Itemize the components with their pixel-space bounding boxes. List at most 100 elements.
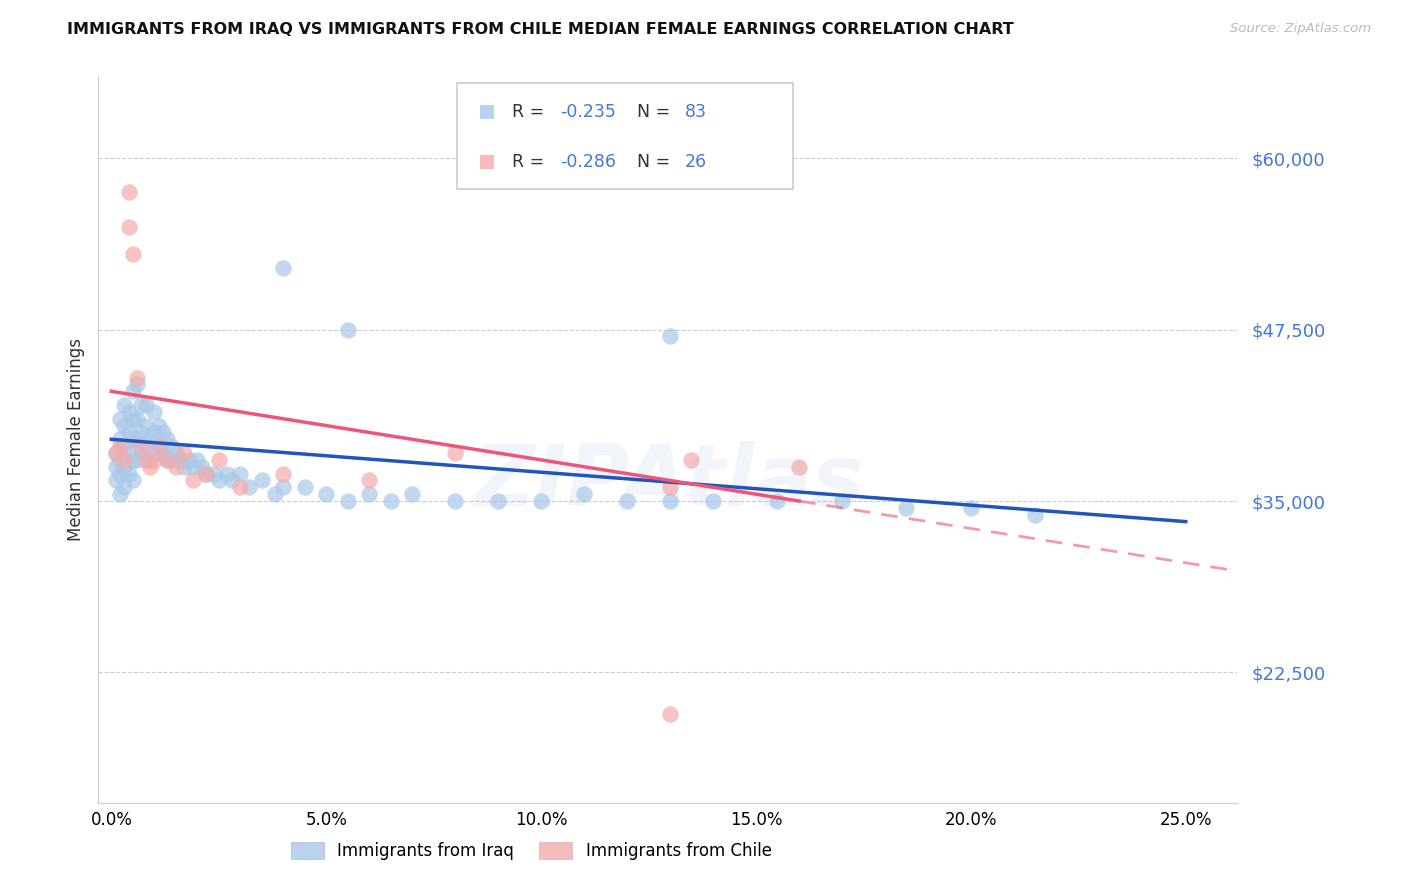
Point bbox=[152, 425, 174, 440]
Point bbox=[160, 453, 183, 467]
Point bbox=[659, 494, 682, 508]
Point bbox=[160, 439, 183, 453]
Point bbox=[131, 439, 153, 453]
Point bbox=[143, 405, 166, 419]
FancyBboxPatch shape bbox=[457, 83, 793, 188]
Point bbox=[831, 494, 853, 508]
Point bbox=[271, 467, 294, 481]
Point bbox=[121, 453, 143, 467]
Point bbox=[135, 453, 157, 467]
Point bbox=[380, 494, 402, 508]
Point bbox=[315, 487, 337, 501]
Point bbox=[131, 398, 153, 412]
Point bbox=[229, 467, 252, 481]
Point bbox=[112, 398, 135, 412]
Text: 26: 26 bbox=[685, 153, 707, 171]
Point bbox=[190, 459, 212, 474]
Point bbox=[530, 494, 553, 508]
Point bbox=[173, 459, 195, 474]
Point bbox=[127, 377, 149, 392]
Point bbox=[169, 453, 191, 467]
Point bbox=[143, 453, 166, 467]
Point bbox=[208, 453, 231, 467]
Point bbox=[165, 459, 187, 474]
Point bbox=[616, 494, 638, 508]
Point bbox=[117, 219, 139, 234]
Point bbox=[177, 453, 200, 467]
Point bbox=[143, 446, 166, 460]
Text: Source: ZipAtlas.com: Source: ZipAtlas.com bbox=[1230, 22, 1371, 36]
Point bbox=[139, 433, 162, 447]
Point bbox=[127, 411, 149, 425]
Text: R =: R = bbox=[512, 153, 550, 171]
Point bbox=[787, 459, 810, 474]
Point bbox=[117, 446, 139, 460]
Point bbox=[181, 459, 204, 474]
Point bbox=[121, 433, 143, 447]
Point bbox=[135, 398, 157, 412]
Point bbox=[104, 474, 127, 488]
Point bbox=[104, 446, 127, 460]
Point bbox=[1024, 508, 1046, 522]
Text: N =: N = bbox=[637, 103, 676, 120]
Text: -0.286: -0.286 bbox=[560, 153, 616, 171]
Point bbox=[131, 425, 153, 440]
Point bbox=[194, 467, 217, 481]
Point bbox=[204, 467, 226, 481]
Point bbox=[444, 446, 467, 460]
Point bbox=[444, 494, 467, 508]
Point bbox=[117, 405, 139, 419]
Point bbox=[401, 487, 423, 501]
Point bbox=[108, 453, 131, 467]
Point bbox=[156, 453, 179, 467]
Point bbox=[112, 453, 135, 467]
Text: -0.235: -0.235 bbox=[560, 103, 616, 120]
Point bbox=[181, 474, 204, 488]
Text: 83: 83 bbox=[685, 103, 707, 120]
Point bbox=[121, 474, 143, 488]
Point bbox=[121, 247, 143, 261]
Point bbox=[194, 467, 217, 481]
Legend: Immigrants from Iraq, Immigrants from Chile: Immigrants from Iraq, Immigrants from Ch… bbox=[291, 842, 772, 860]
Point bbox=[336, 494, 359, 508]
Point bbox=[152, 446, 174, 460]
Point bbox=[702, 494, 724, 508]
Point bbox=[108, 487, 131, 501]
Point bbox=[659, 480, 682, 494]
Point bbox=[127, 370, 149, 384]
Point bbox=[263, 487, 285, 501]
Text: N =: N = bbox=[637, 153, 676, 171]
Point bbox=[294, 480, 316, 494]
Point bbox=[139, 459, 162, 474]
Point bbox=[766, 494, 789, 508]
Point bbox=[139, 453, 162, 467]
Text: ZIPAtlas: ZIPAtlas bbox=[472, 442, 863, 524]
Point bbox=[127, 453, 149, 467]
Point bbox=[572, 487, 595, 501]
Point bbox=[148, 439, 170, 453]
Point bbox=[127, 433, 149, 447]
Point bbox=[112, 480, 135, 494]
Point bbox=[271, 480, 294, 494]
Point bbox=[486, 494, 509, 508]
Point bbox=[659, 329, 682, 343]
Point bbox=[135, 418, 157, 433]
Point bbox=[112, 459, 135, 474]
Point bbox=[108, 433, 131, 447]
Point bbox=[156, 433, 179, 447]
Point bbox=[117, 467, 139, 481]
Point bbox=[959, 500, 981, 515]
Point bbox=[229, 480, 252, 494]
Y-axis label: Median Female Earnings: Median Female Earnings bbox=[66, 338, 84, 541]
Point bbox=[165, 446, 187, 460]
Point bbox=[359, 474, 381, 488]
Text: R =: R = bbox=[512, 103, 550, 120]
Point bbox=[156, 453, 179, 467]
Point bbox=[186, 453, 208, 467]
Point bbox=[659, 706, 682, 721]
Point bbox=[250, 474, 273, 488]
Point bbox=[221, 474, 243, 488]
Point bbox=[112, 418, 135, 433]
Point bbox=[681, 453, 703, 467]
Point bbox=[148, 439, 170, 453]
